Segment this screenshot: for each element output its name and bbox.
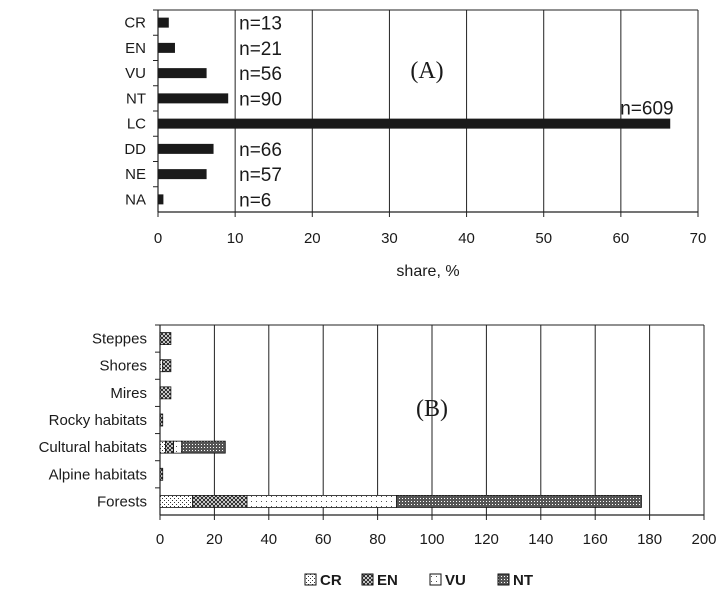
bar-segment-en	[159, 413, 164, 427]
x-tick-label: 180	[637, 531, 662, 548]
data-label: n=90	[239, 89, 282, 110]
category-label: NA	[125, 191, 146, 208]
category-label: NT	[126, 90, 146, 107]
bar	[158, 143, 214, 154]
bar-segment-cr	[159, 495, 194, 508]
x-tick-label: 60	[613, 230, 630, 247]
category-label: Cultural habitats	[39, 439, 147, 456]
bar-segment-en	[159, 332, 172, 345]
bar	[158, 118, 671, 129]
legend-label: CR	[320, 572, 342, 589]
legend-swatch-nt	[497, 573, 510, 586]
x-tick-label: 20	[206, 531, 223, 548]
bar	[158, 17, 169, 28]
bar-segment-nt	[181, 440, 226, 454]
data-label: n=66	[239, 140, 282, 161]
chart-a: 0 10 20 30 40 50 60 70 CR n=13 EN n=21 VU n=56 NT n=90 L…	[124, 9, 707, 280]
panel-label: (A)	[410, 58, 443, 84]
legend: CR EN VU NT	[304, 572, 533, 589]
bar-segment-vu	[173, 440, 183, 454]
category-label: NE	[125, 166, 146, 183]
legend-label: NT	[513, 572, 533, 589]
x-tick-label: 60	[315, 531, 332, 548]
x-axis-label: share, %	[396, 263, 459, 280]
category-label: CR	[124, 15, 146, 32]
bar-segment-vu	[246, 495, 398, 508]
x-tick-label: 0	[154, 230, 162, 247]
x-tick-label: 30	[381, 230, 398, 247]
category-label: Alpine habitats	[49, 466, 147, 483]
x-tick-label: 10	[227, 230, 244, 247]
bar	[158, 93, 229, 104]
bar-segment-cr	[159, 359, 164, 373]
data-label: n=609	[620, 99, 673, 120]
legend-swatch-en	[361, 573, 374, 586]
panel-label: (B)	[416, 396, 448, 422]
x-tick-label: 0	[156, 531, 164, 548]
legend-swatch-cr	[304, 573, 317, 586]
x-tick-label: 50	[535, 230, 552, 247]
category-label: Steppes	[92, 331, 147, 348]
bar	[158, 42, 175, 53]
data-label: n=6	[239, 190, 271, 211]
category-label: Rocky habitats	[49, 412, 147, 429]
data-label: n=13	[239, 14, 282, 35]
x-tick-label: 200	[691, 531, 716, 548]
category-label: EN	[125, 40, 146, 57]
x-tick-label: 160	[583, 531, 608, 548]
data-label: n=56	[239, 64, 282, 85]
x-tick-label: 20	[304, 230, 321, 247]
x-tick-label: 140	[528, 531, 553, 548]
bar	[158, 68, 207, 79]
category-label: Mires	[110, 385, 147, 402]
bar-segment-en	[162, 359, 172, 373]
x-tick-label: 70	[690, 230, 707, 247]
legend-swatch-vu	[429, 573, 442, 586]
category-label: VU	[125, 65, 146, 82]
data-label: n=21	[239, 39, 282, 60]
category-label: LC	[127, 116, 146, 133]
x-tick-label: 120	[474, 531, 499, 548]
bar	[158, 194, 164, 205]
data-label: n=57	[239, 165, 282, 186]
x-tick-label: 40	[458, 230, 475, 247]
chart-b: 0 20 40 60 80 100 120 140 160 180 200 Steppes Shores…	[39, 324, 717, 589]
bar-segment-en	[159, 467, 164, 481]
x-tick-label: 80	[369, 531, 386, 548]
bar	[158, 169, 207, 180]
bar-segment-en	[192, 495, 248, 508]
bar-segment-nt	[396, 495, 642, 508]
x-tick-label: 40	[260, 531, 277, 548]
legend-label: VU	[445, 572, 466, 589]
category-label: Shores	[99, 358, 147, 375]
category-label: Forests	[97, 493, 147, 510]
x-tick-label: 100	[419, 531, 444, 548]
bar-segment-cr	[159, 440, 166, 454]
legend-label: EN	[377, 572, 398, 589]
bar-segment-en	[159, 386, 172, 400]
bar-segment-en	[165, 440, 175, 454]
category-label: DD	[124, 141, 146, 158]
